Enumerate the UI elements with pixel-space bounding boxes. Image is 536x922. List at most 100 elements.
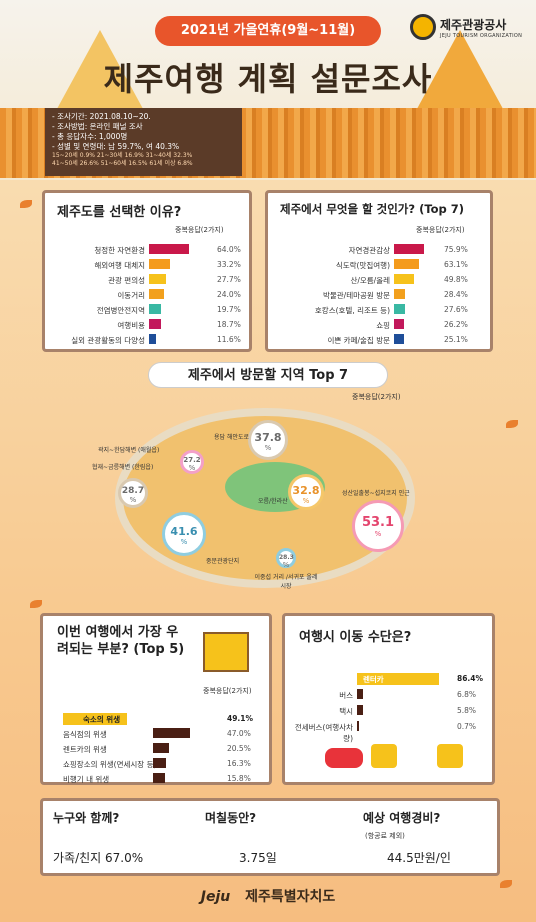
info-small: 41~50세 26.6% 51~60세 16.5% 61세 이상 6.8% bbox=[52, 160, 193, 167]
page-title: 제주여행 계획 설문조사 bbox=[103, 60, 433, 98]
value-label: 27.6% bbox=[444, 305, 468, 314]
category-label: 자연경관감상 bbox=[348, 246, 390, 255]
value-label: 25.1% bbox=[444, 335, 468, 344]
data-bar bbox=[394, 259, 420, 269]
region-label: 성산일출봉~섭지코지 인근 bbox=[342, 490, 410, 497]
value-label: 0.7% bbox=[457, 722, 477, 731]
value-label: 15.8% bbox=[227, 774, 251, 783]
cost-answer: 44.5만원/인 bbox=[387, 851, 451, 865]
category-label: 음식점의 위생 bbox=[63, 730, 107, 739]
data-bar bbox=[394, 319, 405, 329]
value-label: 47.0% bbox=[227, 729, 251, 738]
category-label: 박물관/테마공원 방문 bbox=[322, 291, 390, 300]
data-bar bbox=[153, 773, 166, 783]
cost-question: 예상 여행경비? bbox=[363, 811, 441, 825]
value-label: 33.2% bbox=[217, 260, 241, 269]
concern-card: 이번 여행에서 가장 우려되는 부분? (Top 5) 중복응답(2가지) 숙소… bbox=[40, 613, 272, 785]
value-label: 19.7% bbox=[217, 305, 241, 314]
category-label: 렌트카의 위생 bbox=[63, 745, 107, 754]
data-bar bbox=[394, 244, 425, 254]
activity-note: 중복응답(2가지) bbox=[416, 226, 465, 234]
category-label: 식도락(맛집여행) bbox=[335, 261, 390, 270]
data-bar bbox=[153, 758, 166, 768]
category-label: 전염병안전지역 bbox=[96, 306, 145, 315]
activity-card: 제주에서 무엇을 할 것인가? (Top 7) 중복응답(2가지) 자연경관감상… bbox=[265, 190, 493, 352]
info-line: - 총 응답자수: 1,000명 bbox=[52, 132, 128, 141]
with-question: 누구와 함께? bbox=[53, 811, 120, 825]
info-line: - 조사기간: 2021.08.10~20. bbox=[52, 112, 151, 121]
category-label: 해외여행 대체지 bbox=[94, 261, 145, 270]
category-label: 이쁜 카페/술집 방문 bbox=[327, 336, 391, 345]
value-label: 64.0% bbox=[217, 245, 241, 254]
data-bar bbox=[149, 259, 170, 269]
data-bar bbox=[394, 289, 406, 299]
org-name: 제주관광공사 bbox=[440, 17, 507, 32]
info-line: - 성별 및 연령대: 남 59.7%, 여 40.3% bbox=[52, 142, 180, 151]
reason-note: 중복응답(2가지) bbox=[175, 226, 224, 234]
map-banner: 제주에서 방문할 지역 Top 7 bbox=[148, 362, 388, 388]
cost-subnote: (항공료 제외) bbox=[365, 832, 405, 840]
value-label: 49.8% bbox=[444, 275, 468, 284]
region-label: 오름/한라산 bbox=[258, 498, 288, 505]
footer-name: 제주특별자치도 bbox=[245, 889, 336, 905]
value-label: 11.6% bbox=[217, 335, 241, 344]
transport-card: 여행시 이동 수단은? 렌터카 86.4% 버스 6.8% 택시 5.8% 전세버스(여행사… bbox=[282, 613, 495, 785]
value-label: 16.3% bbox=[227, 759, 251, 768]
data-bar bbox=[149, 334, 157, 344]
value-label: 24.0% bbox=[217, 290, 241, 299]
data-bar bbox=[153, 728, 190, 738]
region-bubble: 27.2% bbox=[180, 450, 204, 474]
days-answer: 3.75일 bbox=[239, 851, 277, 865]
category-label: 쇼핑 bbox=[376, 321, 390, 330]
region-bubble: 28.3% bbox=[276, 548, 296, 569]
leaf-icon bbox=[500, 880, 512, 888]
concern-note: 중복응답(2가지) bbox=[203, 687, 252, 695]
category-label: 청정한 자연환경 bbox=[94, 246, 145, 255]
value-label: 20.5% bbox=[227, 744, 251, 753]
region-label: 곽지~한담해변 (애월읍) bbox=[98, 447, 160, 454]
value-label: 27.7% bbox=[217, 275, 241, 284]
region-label: 중문관광단지 bbox=[206, 558, 240, 565]
info-line: - 조사방법: 온라인 패널 조사 bbox=[52, 122, 143, 131]
category-label: 택시 bbox=[339, 707, 353, 716]
data-bar bbox=[357, 721, 359, 731]
category-label: 호캉스(호텔, 리조트 등) bbox=[314, 306, 390, 315]
data-bar bbox=[394, 334, 405, 344]
category-label: 실외 관광활동의 다양성 bbox=[71, 336, 145, 345]
category-label: 전세버스(여행사차량) bbox=[294, 723, 353, 743]
category-label: 쇼핑장소의 위생(면세시장 등) bbox=[63, 760, 157, 769]
data-bar bbox=[149, 319, 161, 329]
value-label: 26.2% bbox=[444, 320, 468, 329]
reason-title: 제주도를 선택한 이유? bbox=[57, 205, 182, 220]
days-question: 며칠동안? bbox=[205, 811, 257, 825]
data-bar bbox=[149, 274, 167, 284]
org-sub: JEJU TOURISM ORGANIZATION bbox=[440, 32, 523, 39]
transport-title: 여행시 이동 수단은? bbox=[299, 630, 412, 645]
with-answer: 가족/친지 67.0% bbox=[53, 851, 144, 865]
value-label: 63.1% bbox=[444, 260, 468, 269]
summary-card: 누구와 함께? 가족/친지 67.0% 며칠동안? 3.75일 예상 여행경비?… bbox=[40, 798, 500, 876]
highlight-label: 렌터카 bbox=[363, 675, 384, 684]
data-bar bbox=[149, 304, 162, 314]
org-logo: 제주관광공사 JEJU TOURISM ORGANIZATION bbox=[410, 14, 522, 40]
data-bar bbox=[357, 705, 363, 715]
data-bar bbox=[357, 689, 364, 699]
value-label: 75.9% bbox=[444, 245, 468, 254]
region-label: 협재~금릉해변 (한림읍) bbox=[92, 464, 154, 471]
footer-brand: Jeju bbox=[200, 889, 231, 905]
concern-title: 이번 여행에서 가장 우려되는 부분? (Top 5) bbox=[57, 625, 185, 657]
map-note: 중복응답(2가지) bbox=[352, 393, 401, 401]
category-label: 관광 편의성 bbox=[108, 276, 145, 285]
data-bar bbox=[63, 713, 127, 725]
data-bar bbox=[149, 244, 189, 254]
data-bar bbox=[357, 673, 440, 685]
footer: Jeju 제주특별자치도 bbox=[0, 886, 536, 906]
region-bubble: 32.8% bbox=[288, 474, 324, 510]
taxi-icon bbox=[371, 744, 397, 768]
bus-icon bbox=[437, 744, 463, 768]
value-label: 6.8% bbox=[457, 690, 477, 699]
category-label: 산/오름/올레 bbox=[350, 276, 390, 285]
info-small: 15~20세 0.9% 21~30세 16.9% 31~40세 32.3% bbox=[52, 152, 193, 159]
data-bar bbox=[394, 274, 414, 284]
value-label: 28.4% bbox=[444, 290, 468, 299]
